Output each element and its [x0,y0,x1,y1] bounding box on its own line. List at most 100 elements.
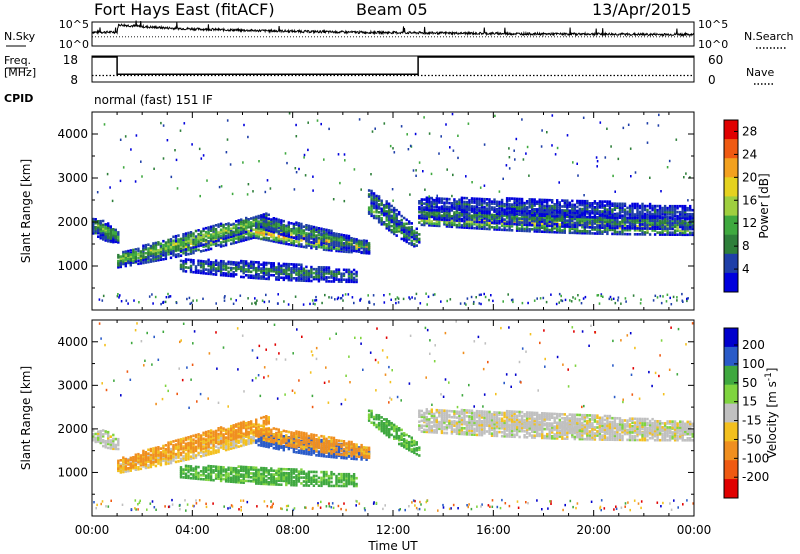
power-speckle-cell [256,299,258,302]
power-cell [518,227,521,230]
power-cell [653,204,657,208]
power-cell [250,231,253,234]
power-cell [651,216,654,220]
power-cell [515,227,519,230]
power-cell [325,236,328,240]
velocity-cell [217,446,220,450]
power-speckle-cell [315,295,317,299]
power-cell [513,197,516,200]
power-cell [515,217,519,220]
power-cell [483,201,486,205]
power-cell [129,257,132,260]
velocity-cell [107,436,110,440]
power-cell [493,210,496,213]
power-cell [375,206,378,210]
power-cell [342,274,346,278]
power-cell [525,205,529,209]
power-speckle-cell [646,141,649,144]
power-cell [187,245,190,249]
power-cell [352,247,356,251]
power-cell [182,248,185,252]
power-cell [332,274,336,277]
power-cell [558,227,561,230]
power-cell [623,210,627,214]
power-cell [184,260,188,263]
power-speckle-cell [294,295,297,298]
power-cell [214,228,218,231]
power-cell [315,267,318,271]
power-cell [370,206,373,210]
power-cell [310,271,313,275]
power-cell [270,269,273,273]
power-cell [300,224,303,228]
power-cell [204,262,208,265]
power-cell [122,262,125,266]
power-speckle-cell [264,190,267,194]
power-cell [520,211,524,215]
power-cell [679,221,682,225]
power-cell [558,205,561,208]
velocity-cell [147,466,150,469]
power-speckle-cell [606,127,608,130]
power-cell [638,225,642,228]
power-cell [438,222,441,226]
power-cell [142,246,145,250]
power-cell [515,207,519,211]
power-speckle-cell [526,145,529,149]
power-cell [410,241,413,245]
power-speckle-cell [466,297,469,300]
power-speckle-cell [539,297,542,300]
power-cell [277,235,280,238]
power-cell [548,212,551,216]
power-cell [224,236,228,240]
power-speckle-cell [198,147,201,151]
power-cell [671,221,674,225]
power-cell [691,233,694,237]
power-cell [252,268,255,272]
power-cell [483,205,486,209]
power-cell [679,225,682,229]
power-cell [325,230,328,234]
power-cell [255,219,258,223]
power-cell [458,200,461,204]
power-speckle-cell [533,299,536,302]
power-cell [453,204,456,207]
power-cell [388,223,391,226]
power-cell [418,237,421,241]
power-cell [623,222,627,226]
power-cell [568,231,571,235]
power-cell [235,241,238,244]
velocity-cell [214,445,218,448]
power-cell [601,212,604,216]
power-cell [676,219,679,223]
power-cell [255,234,258,238]
velocity-cell [224,448,228,452]
power-cell [355,274,358,278]
power-cell [189,270,193,274]
power-cell [596,202,599,205]
power-cell [626,224,629,228]
power-speckle-cell [140,160,142,163]
power-cell [242,223,245,227]
power-speckle-cell [572,161,574,164]
power-cell [613,208,617,211]
power-cell [260,267,263,270]
power-cell [222,266,225,269]
power-cell [556,207,559,210]
power-cell [199,240,203,243]
power-cell [543,218,546,221]
power-cell [398,222,401,226]
power-cell [300,228,303,232]
power-cell [167,250,170,254]
power-cell [641,206,644,210]
power-cell [214,244,218,247]
power-cell [292,243,296,247]
power-cell [458,219,461,223]
power-cell [425,196,428,200]
power-cell [666,223,669,226]
power-speckle-cell [657,124,660,127]
power-cell [556,203,559,206]
power-cell [676,221,679,225]
power-cell [237,267,240,271]
power-cell [362,249,366,252]
